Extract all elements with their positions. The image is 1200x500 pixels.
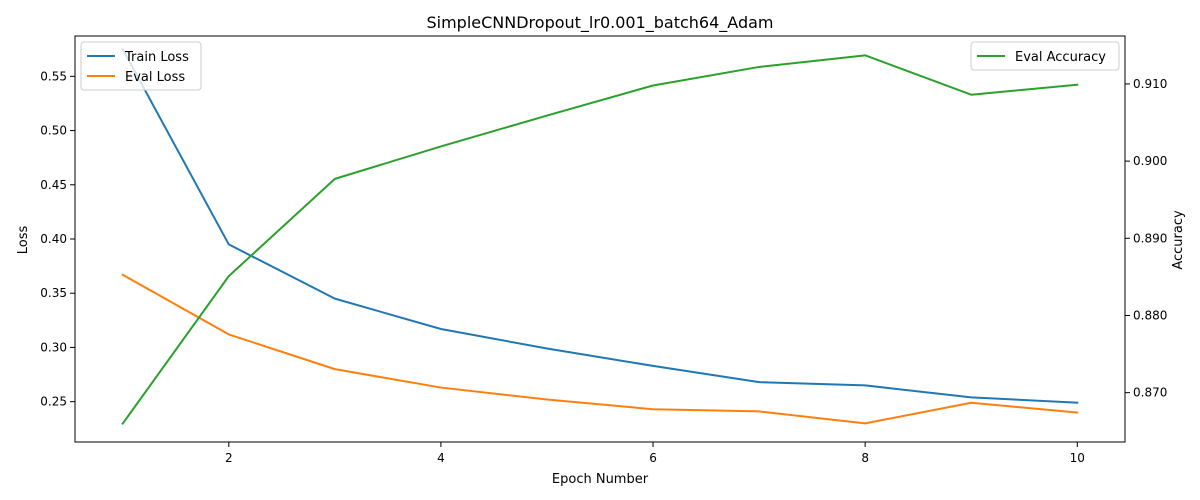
y-right-tick-label: 0.870 bbox=[1133, 386, 1167, 400]
x-tick-label: 2 bbox=[225, 451, 233, 465]
x-tick-label: 6 bbox=[649, 451, 657, 465]
legend-right-box bbox=[970, 41, 1120, 71]
legend-right: Eval Accuracy bbox=[970, 41, 1120, 71]
x-tick-label: 10 bbox=[1070, 451, 1085, 465]
x-tick-label: 8 bbox=[861, 451, 869, 465]
legend-label-eval-accuracy: Eval Accuracy bbox=[1015, 50, 1106, 65]
y-axis-right-label: Accuracy bbox=[1171, 210, 1186, 270]
y-axis-right: 0.870 0.880 0.890 0.900 0.910 bbox=[1125, 77, 1167, 400]
y-right-tick-label: 0.900 bbox=[1133, 154, 1167, 168]
x-axis: 2 4 6 8 10 bbox=[225, 442, 1085, 465]
y-right-tick-label: 0.880 bbox=[1133, 308, 1167, 322]
legend-left-box bbox=[80, 41, 202, 91]
y-left-tick-label: 0.25 bbox=[40, 395, 67, 409]
y-axis-left: 0.25 0.30 0.35 0.40 0.45 0.50 0.55 bbox=[40, 69, 75, 409]
y-left-tick-label: 0.55 bbox=[40, 69, 67, 83]
y-right-tick-label: 0.910 bbox=[1133, 77, 1167, 91]
y-left-tick-label: 0.45 bbox=[40, 178, 67, 192]
series-line-train-loss bbox=[121, 47, 1079, 404]
y-left-tick-label: 0.50 bbox=[40, 124, 67, 138]
legend-label-train-loss: Train Loss bbox=[124, 50, 189, 65]
y-left-tick-label: 0.30 bbox=[40, 340, 67, 354]
series-layer bbox=[121, 47, 1079, 425]
y-left-tick-label: 0.40 bbox=[40, 232, 67, 246]
y-right-tick-label: 0.890 bbox=[1133, 231, 1167, 245]
chart-title: SimpleCNNDropout_lr0.001_batch64_Adam bbox=[426, 13, 773, 33]
legend-left: Train Loss Eval Loss bbox=[80, 41, 202, 91]
series-line-eval-accuracy bbox=[121, 54, 1079, 425]
x-tick-label: 4 bbox=[437, 451, 445, 465]
x-axis-label: Epoch Number bbox=[552, 472, 649, 487]
y-left-tick-label: 0.35 bbox=[40, 286, 67, 300]
series-line-eval-loss bbox=[121, 273, 1079, 425]
legend-label-eval-loss: Eval Loss bbox=[125, 70, 185, 85]
y-axis-left-label: Loss bbox=[16, 226, 31, 255]
